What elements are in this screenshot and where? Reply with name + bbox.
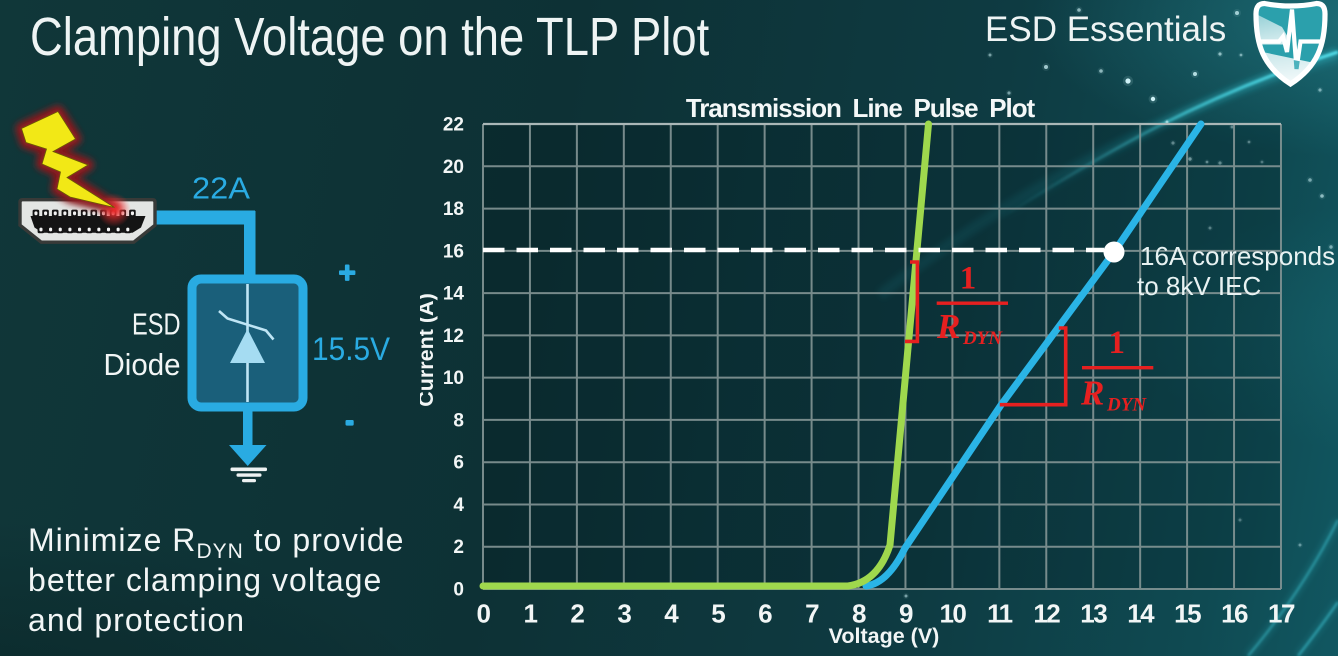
svg-text:7: 7	[805, 599, 819, 629]
svg-text:6: 6	[758, 599, 772, 629]
svg-text:8: 8	[852, 599, 866, 629]
svg-text:14: 14	[443, 284, 465, 305]
svg-text:2: 2	[570, 599, 584, 629]
svg-text:3: 3	[617, 599, 631, 629]
svg-text:10: 10	[939, 599, 966, 629]
svg-text:1: 1	[1108, 325, 1125, 361]
svg-text:15.5V: 15.5V	[312, 331, 391, 367]
svg-text:17: 17	[1268, 599, 1295, 629]
svg-text:6: 6	[453, 453, 464, 474]
svg-text:22A: 22A	[192, 171, 250, 206]
svg-text:10: 10	[443, 368, 464, 389]
svg-text:16: 16	[1221, 599, 1248, 629]
svg-text:1: 1	[523, 599, 537, 629]
svg-text:13: 13	[1080, 599, 1107, 629]
svg-text:Diode: Diode	[104, 347, 181, 382]
svg-text:R: R	[936, 307, 960, 346]
svg-text:12: 12	[443, 326, 464, 347]
svg-text:9: 9	[899, 599, 913, 629]
svg-text:DYN: DYN	[962, 328, 1003, 349]
svg-text:1: 1	[960, 261, 977, 297]
svg-text:4: 4	[664, 599, 679, 629]
svg-text:ESD: ESD	[132, 307, 181, 342]
svg-text:5: 5	[711, 599, 725, 629]
svg-text:11: 11	[987, 599, 1013, 629]
svg-text:12: 12	[1033, 599, 1060, 629]
svg-text:Transmission Line Pulse Plot: Transmission Line Pulse Plot	[686, 93, 1036, 123]
svg-text:R: R	[1080, 374, 1104, 413]
svg-text:4: 4	[453, 495, 464, 516]
svg-text:22: 22	[443, 115, 464, 136]
svg-text:15: 15	[1174, 599, 1201, 629]
svg-text:Voltage (V): Voltage (V)	[829, 624, 940, 648]
svg-text:20: 20	[443, 157, 464, 178]
svg-text:DYN: DYN	[1106, 395, 1147, 416]
svg-text:to 8kV IEC: to 8kV IEC	[1137, 271, 1261, 301]
svg-text:8: 8	[453, 410, 464, 431]
svg-text:14: 14	[1127, 599, 1155, 629]
svg-text:0: 0	[453, 580, 464, 601]
svg-text:0: 0	[477, 599, 491, 629]
svg-text:Current (A): Current (A)	[420, 293, 438, 406]
svg-text:16A corresponds: 16A corresponds	[1140, 241, 1335, 271]
svg-text:18: 18	[443, 199, 464, 220]
svg-text:16: 16	[443, 241, 464, 262]
svg-text:2: 2	[453, 537, 464, 558]
